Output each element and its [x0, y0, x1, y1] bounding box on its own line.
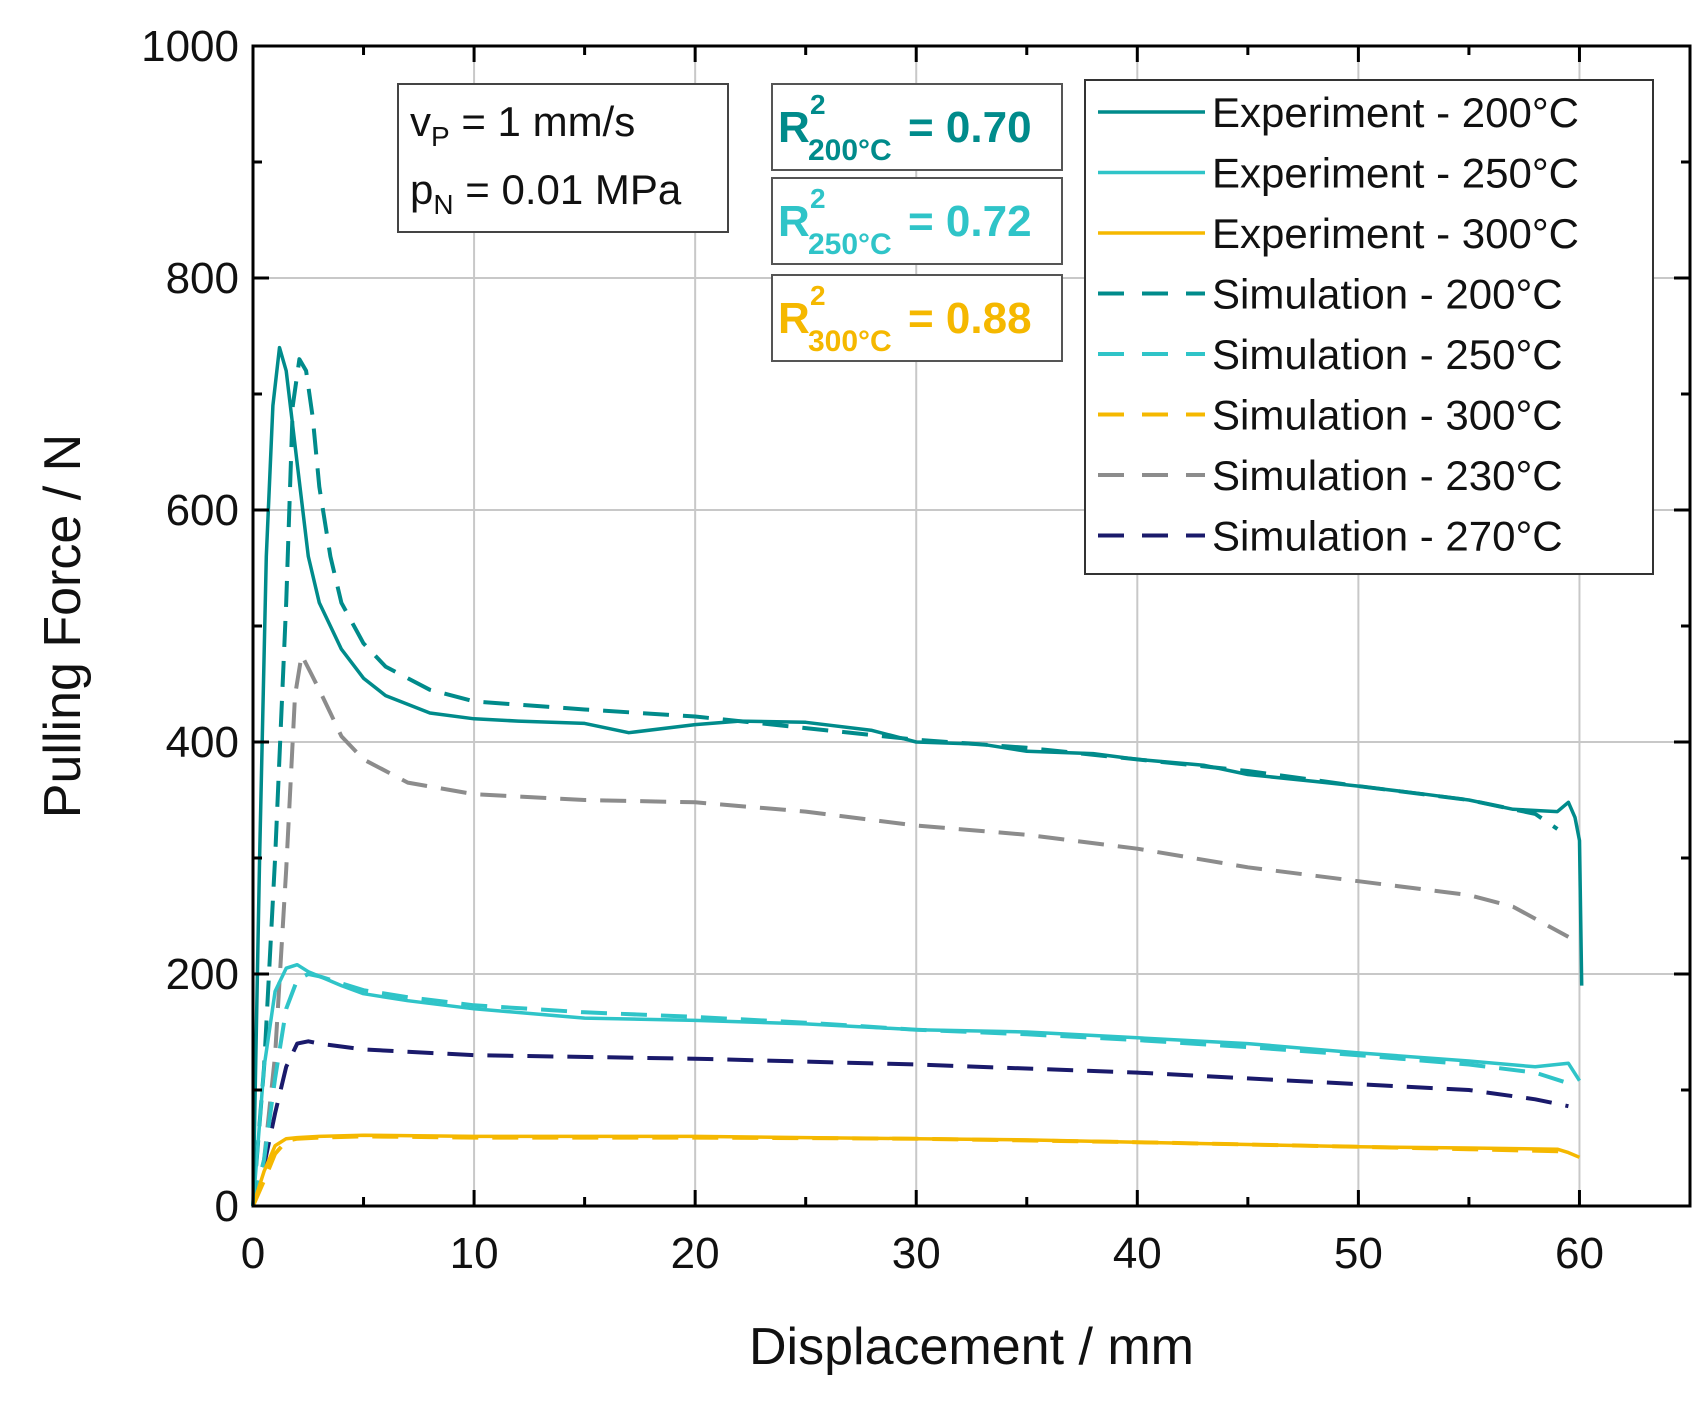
- x-tick-label: 20: [671, 1229, 720, 1278]
- series-line-experiment-200-c: [251, 345, 1584, 1207]
- normal-pressure-value: = 0.01 MPa: [454, 166, 682, 213]
- normal-pressure-subscript: N: [433, 189, 453, 220]
- x-tick-label: 0: [241, 1229, 265, 1278]
- r-squared-temperature: 300°C: [808, 325, 892, 358]
- legend-entry: Experiment - 200°C: [1212, 89, 1579, 136]
- r-squared-symbol: R: [778, 103, 810, 152]
- series-line-simulation-230-c: [251, 653, 1570, 1207]
- normal-pressure-label: pN = 0.01 MPa: [410, 166, 682, 220]
- r-squared-box: R 2 200°C = 0.70: [771, 83, 1063, 171]
- legend-frame: [1084, 79, 1654, 575]
- x-tick-label: 50: [1334, 1229, 1383, 1278]
- legend-entry: Simulation - 230°C: [1212, 452, 1563, 499]
- y-tick-label: 400: [166, 718, 239, 767]
- y-tick-label: 1000: [141, 22, 239, 71]
- normal-pressure-symbol: p: [410, 166, 433, 213]
- feed-rate-value: = 1 mm/s: [450, 98, 636, 145]
- r-squared-box-frame: [771, 177, 1063, 265]
- r-squared-superscript: 2: [810, 183, 826, 214]
- parameter-box: vP = 1 mm/s pN = 0.01 MPa: [397, 83, 729, 233]
- y-tick-label: 200: [166, 950, 239, 999]
- r-squared-temperature: 250°C: [808, 228, 892, 261]
- y-tick-label: 800: [166, 254, 239, 303]
- r-squared-superscript: 2: [810, 89, 826, 120]
- x-tick-label: 40: [1113, 1229, 1162, 1278]
- series-line-simulation-250-c: [251, 972, 1576, 1207]
- parameter-box-frame: [397, 83, 729, 233]
- feed-rate-subscript: P: [431, 121, 450, 152]
- feed-rate-symbol: v: [410, 98, 431, 145]
- x-axis-title: Displacement / mm: [749, 1318, 1194, 1376]
- series-line-experiment-250-c: [251, 962, 1581, 1207]
- legend-entry: Simulation - 300°C: [1212, 392, 1563, 439]
- r-squared-symbol: R: [778, 197, 810, 246]
- legend-entry: Simulation - 200°C: [1212, 271, 1563, 318]
- x-tick-label: 60: [1555, 1229, 1604, 1278]
- y-tick-label: 600: [166, 486, 239, 535]
- series-line-experiment-300-c: [251, 1133, 1581, 1207]
- r-squared-box-frame: [771, 83, 1063, 171]
- r-squared-value: = 0.70: [908, 103, 1032, 152]
- legend-entry: Simulation - 250°C: [1212, 331, 1563, 378]
- r-squared-superscript: 2: [810, 280, 826, 311]
- legend-entry: Simulation - 270°C: [1212, 513, 1563, 560]
- r-squared-symbol: R: [778, 294, 810, 343]
- r-squared-value: = 0.72: [908, 197, 1032, 246]
- series-line-simulation-270-c: [251, 1039, 1569, 1207]
- feed-rate-label: vP = 1 mm/s: [410, 98, 635, 152]
- r-squared-box: R 2 250°C = 0.72: [771, 177, 1063, 265]
- x-tick-label: 10: [450, 1229, 499, 1278]
- r-squared-box: R 2 300°C = 0.88: [771, 274, 1063, 362]
- y-tick-label: 0: [215, 1182, 239, 1231]
- r-squared-box-frame: [771, 274, 1063, 362]
- y-axis-title: Pulling Force / N: [34, 434, 92, 818]
- series-layer: [251, 345, 1584, 1207]
- legend-entry: Experiment - 300°C: [1212, 210, 1579, 257]
- legend-entry: Experiment - 250°C: [1212, 150, 1579, 197]
- x-tick-label: 30: [892, 1229, 941, 1278]
- r-squared-temperature: 200°C: [808, 134, 892, 167]
- r-squared-value: = 0.88: [908, 294, 1032, 343]
- legend: Experiment - 200°C Experiment - 250°C Expe…: [1084, 79, 1654, 575]
- series-line-simulation-200-c: [251, 357, 1559, 1207]
